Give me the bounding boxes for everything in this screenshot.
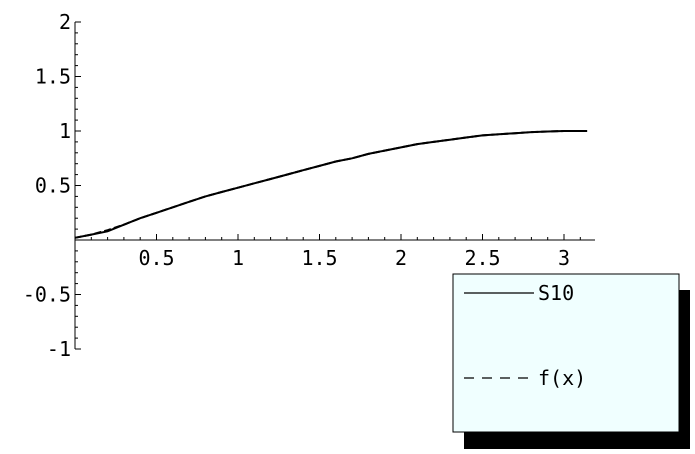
y-tick-label: -1 (47, 337, 71, 361)
x-tick-label: 0.5 (138, 246, 174, 270)
y-tick-label: 2 (59, 10, 71, 34)
x-tick-label: 2 (395, 246, 407, 270)
legend: S10 f(x) (452, 273, 690, 449)
y-tick-label: 1.5 (35, 65, 71, 89)
x-tick-label: 1 (232, 246, 244, 270)
legend-box (452, 273, 680, 433)
legend-label-fx: f(x) (538, 366, 586, 390)
legend-label-s10: S10 (538, 281, 574, 305)
x-tick-label: 1.5 (301, 246, 337, 270)
series-group (74, 130, 588, 239)
y-tick-label: 0.5 (35, 174, 71, 198)
series-line-fx (74, 130, 588, 239)
y-tick-label: 1 (59, 119, 71, 143)
x-tick-labels: 0.5 1 1.5 2 2.5 3 (138, 246, 570, 270)
tick-marks (75, 21, 581, 350)
x-tick-label: 2.5 (464, 246, 500, 270)
y-tick-labels: -1 -0.5 0.5 1 1.5 2 (23, 10, 71, 361)
y-tick-label: -0.5 (23, 283, 71, 307)
x-tick-label: 3 (558, 246, 570, 270)
series-line-s10 (74, 130, 588, 239)
